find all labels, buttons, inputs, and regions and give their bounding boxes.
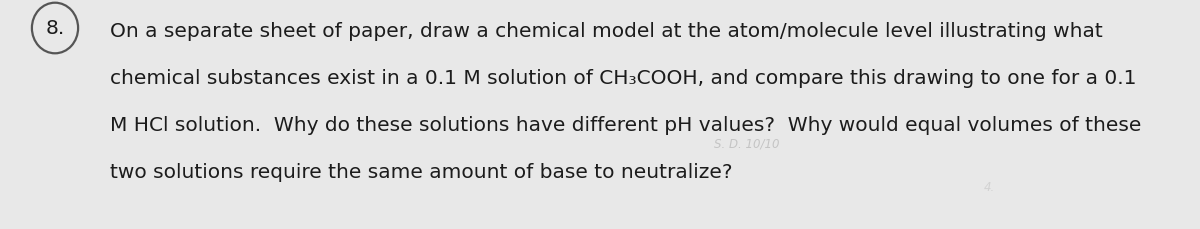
Text: 4.: 4. (984, 181, 995, 194)
Text: M HCl solution.  Why do these solutions have different pH values?  Why would equ: M HCl solution. Why do these solutions h… (110, 116, 1141, 135)
Text: S. D. 10/10: S. D. 10/10 (714, 138, 780, 151)
Text: 8.: 8. (46, 19, 65, 38)
Text: two solutions require the same amount of base to neutralize?: two solutions require the same amount of… (110, 163, 732, 182)
Text: chemical substances exist in a 0.1 M solution of CH₃COOH, and compare this drawi: chemical substances exist in a 0.1 M sol… (110, 69, 1136, 88)
Text: On a separate sheet of paper, draw a chemical model at the atom/molecule level i: On a separate sheet of paper, draw a che… (110, 22, 1103, 41)
